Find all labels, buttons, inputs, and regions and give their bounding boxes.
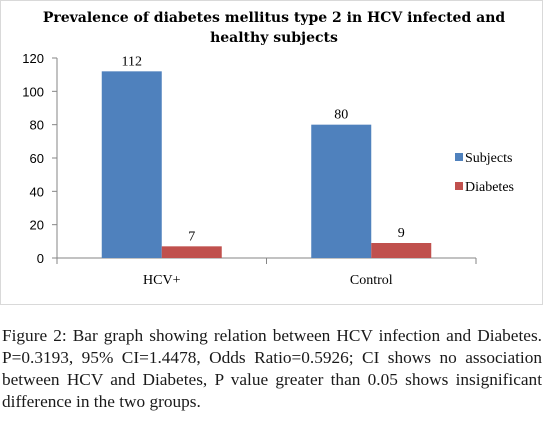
figure-caption: Figure 2: Bar graph showing relation bet… bbox=[2, 325, 542, 413]
legend-label: Subjects bbox=[465, 151, 512, 166]
y-tick-label: 0 bbox=[37, 251, 44, 266]
y-tick-label: 40 bbox=[30, 184, 44, 199]
y-tick-label: 100 bbox=[22, 84, 44, 99]
data-label: 9 bbox=[398, 226, 405, 241]
x-category-label: HCV+ bbox=[143, 273, 181, 288]
data-label: 80 bbox=[334, 108, 348, 123]
legend: Subjects Diabetes bbox=[455, 151, 514, 195]
chart-title-line-1: Prevalence of diabetes mellitus type 2 i… bbox=[43, 10, 506, 26]
x-category-label: Control bbox=[350, 273, 393, 288]
y-tick-label: 120 bbox=[22, 51, 44, 66]
chart-frame bbox=[0, 0, 543, 305]
y-tick-label: 80 bbox=[30, 118, 44, 133]
chart-title-line-2: healthy subjects bbox=[210, 30, 338, 46]
figure-label: Figure 2: bbox=[2, 326, 67, 345]
y-tick-label: 60 bbox=[30, 151, 44, 166]
bar-diabetes bbox=[161, 246, 222, 258]
legend-swatch bbox=[455, 182, 463, 190]
caption-text: Bar graph showing relation between HCV i… bbox=[2, 326, 542, 411]
y-tick-label: 20 bbox=[30, 218, 44, 233]
bar-subjects bbox=[101, 71, 162, 258]
data-label: 7 bbox=[188, 229, 195, 244]
bar-chart: Prevalence of diabetes mellitus type 2 i… bbox=[22, 10, 514, 288]
bar-diabetes bbox=[371, 243, 432, 258]
bar-subjects bbox=[311, 124, 372, 259]
legend-swatch bbox=[455, 153, 463, 161]
legend-label: Diabetes bbox=[465, 180, 514, 195]
bars: 112 7 80 9 bbox=[101, 54, 432, 259]
data-label: 112 bbox=[122, 54, 142, 69]
